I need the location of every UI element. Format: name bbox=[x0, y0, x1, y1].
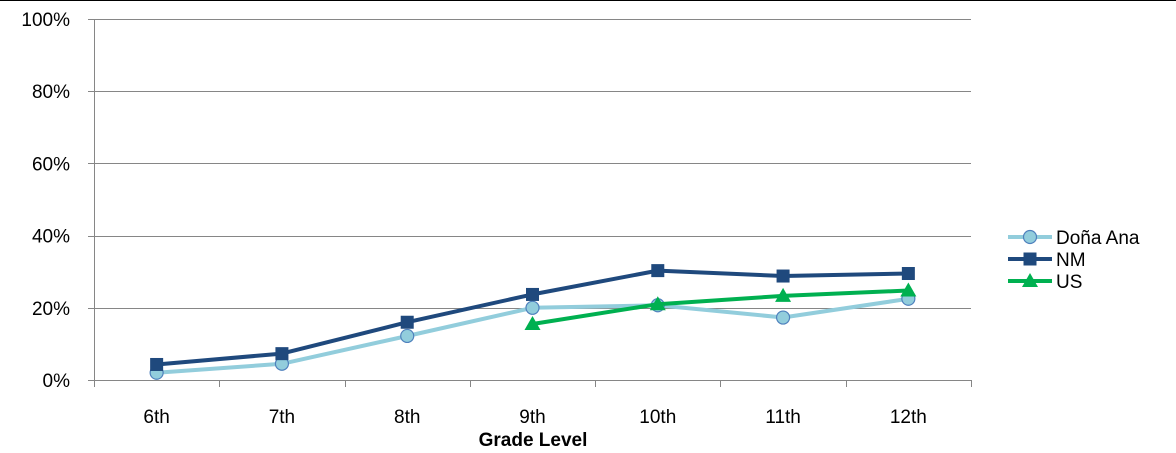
y-axis-ticks: 0% 20% 40% 60% 80% 100% bbox=[21, 10, 94, 392]
x-tick-label: 7th bbox=[269, 407, 295, 428]
data-point bbox=[400, 315, 414, 329]
series-us bbox=[524, 282, 917, 331]
data-point bbox=[524, 316, 541, 331]
legend-label: NM bbox=[1056, 250, 1086, 271]
data-point bbox=[1022, 273, 1038, 287]
data-point bbox=[651, 264, 665, 278]
data-point bbox=[150, 357, 164, 371]
x-tick-label: 6th bbox=[143, 407, 169, 428]
data-point bbox=[275, 347, 289, 361]
y-tick-label: 80% bbox=[32, 82, 70, 103]
data-point bbox=[1022, 229, 1038, 245]
legend-item: NM bbox=[1008, 250, 1086, 271]
x-tick-label: 11th bbox=[765, 407, 801, 428]
gridlines bbox=[94, 19, 971, 309]
x-tick-label: 9th bbox=[519, 407, 545, 428]
data-point bbox=[525, 300, 540, 315]
x-tick-label: 12th bbox=[890, 407, 927, 428]
data-point bbox=[649, 296, 666, 311]
y-tick-label: 20% bbox=[32, 299, 70, 320]
data-point bbox=[900, 282, 917, 297]
data-point bbox=[775, 310, 791, 325]
x-axis-title: Grade Level bbox=[479, 430, 588, 451]
legend-label: Doña Ana bbox=[1056, 228, 1140, 249]
legend-item: Doña Ana bbox=[1008, 228, 1140, 249]
data-point bbox=[901, 267, 915, 281]
data-point bbox=[1023, 252, 1037, 266]
y-tick-label: 60% bbox=[32, 154, 70, 175]
y-tick-label: 40% bbox=[32, 227, 70, 248]
data-series bbox=[149, 264, 917, 380]
x-axis-ticks: 6th 7th 8th 9th 10th 11th 12th bbox=[94, 380, 972, 428]
series-nm bbox=[150, 264, 915, 371]
data-point bbox=[526, 287, 539, 301]
data-point bbox=[776, 269, 790, 283]
legend-label: US bbox=[1056, 272, 1082, 293]
y-tick-label: 100% bbox=[21, 10, 70, 31]
data-point bbox=[775, 287, 792, 302]
series-line bbox=[530, 288, 911, 326]
data-point bbox=[400, 328, 415, 344]
x-tick-label: 8th bbox=[394, 407, 420, 428]
axes bbox=[94, 19, 971, 381]
legend-item: US bbox=[1008, 272, 1082, 293]
x-tick-label: 10th bbox=[639, 407, 676, 428]
series-do-a-ana bbox=[149, 291, 916, 380]
y-tick-label: 0% bbox=[43, 371, 71, 392]
